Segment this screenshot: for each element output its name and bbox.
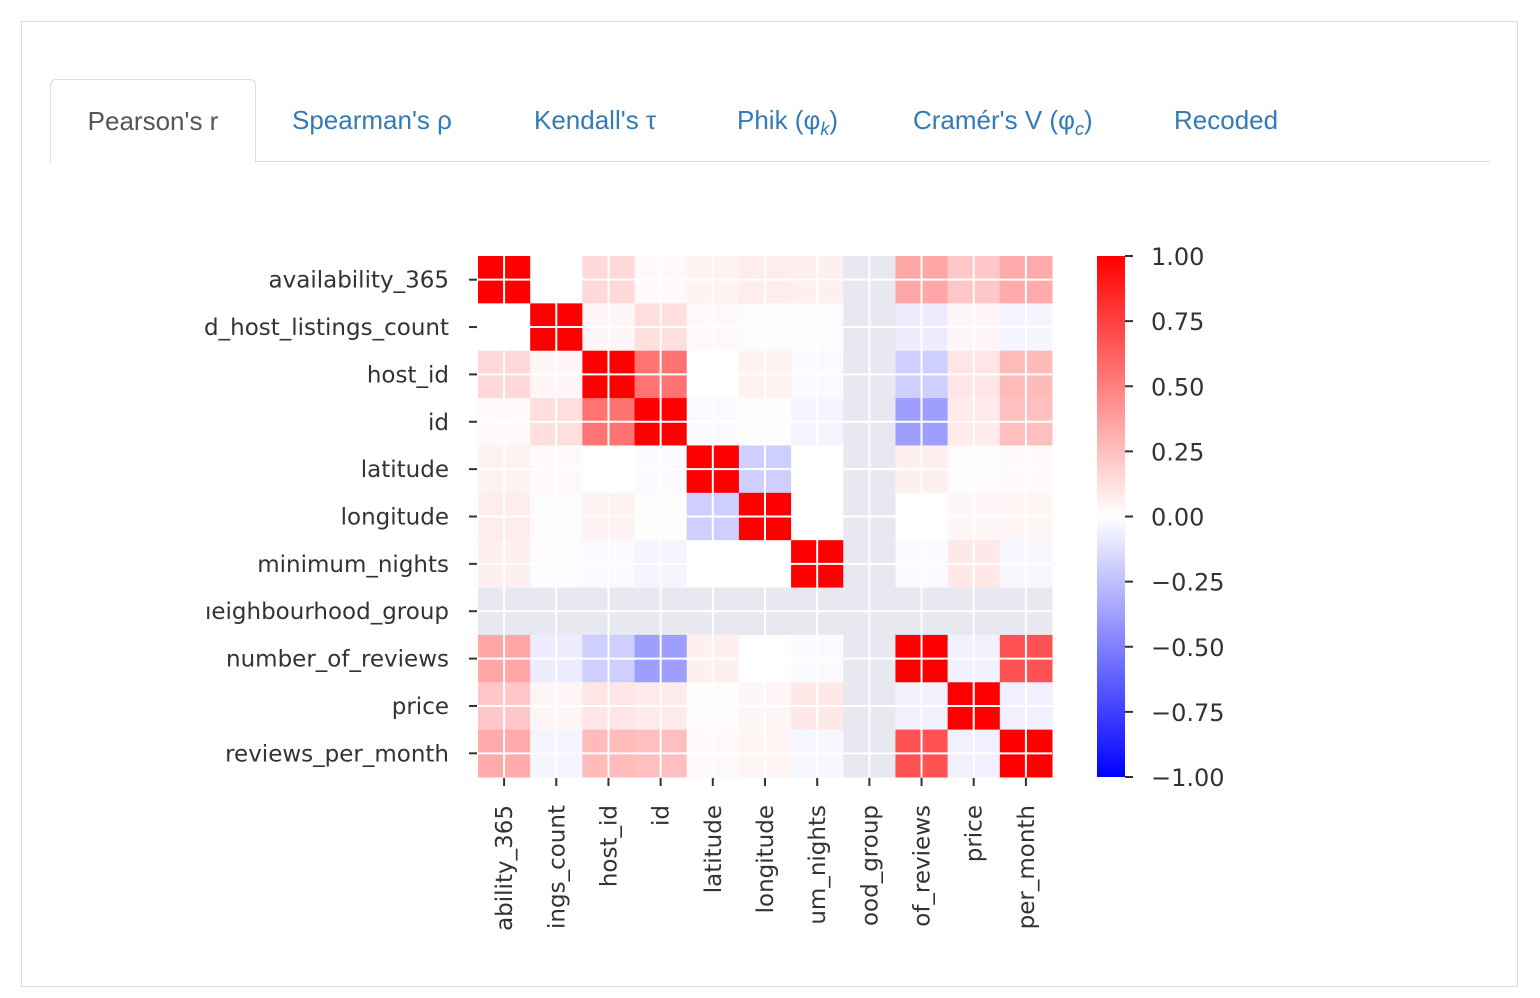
tabs-divider — [50, 161, 1490, 162]
correlations-panel — [21, 21, 1518, 987]
tab-label: Pearson's r — [87, 106, 219, 136]
tab-label-subscript: c — [1074, 119, 1084, 139]
tab-cramers-v[interactable]: Cramér's V (φc) — [913, 79, 1093, 162]
tab-kendall[interactable]: Kendall's τ — [534, 79, 656, 162]
tab-recoded[interactable]: Recoded — [1174, 79, 1278, 162]
tab-label: Phik (φ — [737, 105, 821, 135]
tab-label: Kendall's τ — [534, 105, 657, 135]
tab-label: Recoded — [1174, 105, 1279, 135]
tab-spearman[interactable]: Spearman's ρ — [292, 79, 452, 162]
tab-label: Cramér's V (φ — [913, 105, 1075, 135]
tab-label-close: ) — [829, 105, 838, 135]
tab-pearson[interactable]: Pearson's r — [50, 79, 256, 163]
tab-label-subscript: k — [820, 119, 830, 139]
correlation-tabs: Pearson's r Spearman's ρ Kendall's τ Phi… — [50, 79, 1490, 163]
tab-label: Spearman's ρ — [292, 105, 452, 135]
tab-phik[interactable]: Phik (φk) — [737, 79, 838, 162]
tab-label-close: ) — [1083, 105, 1093, 135]
